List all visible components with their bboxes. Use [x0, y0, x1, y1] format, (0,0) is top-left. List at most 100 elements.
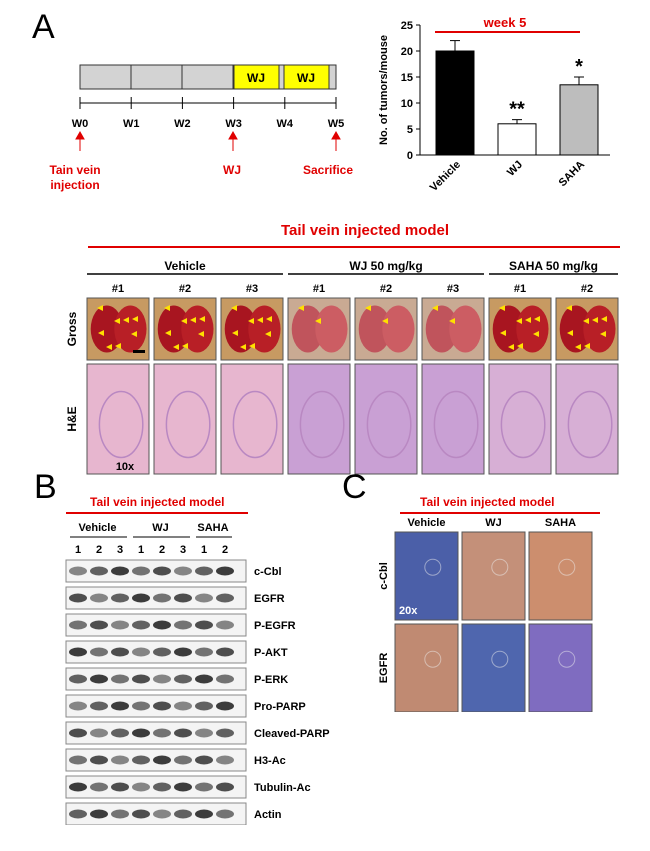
- sample-label: #3: [447, 283, 459, 295]
- y-tick-label: 5: [407, 124, 413, 136]
- lung-lobe: [516, 305, 549, 353]
- western-title: Tail vein injected model: [90, 495, 225, 509]
- tumor-count-bar-chart: week 5 0 5 10 15 20 25 No. of tumors/mouse Vehic…: [378, 15, 610, 194]
- tumor-arrow-icon: [583, 318, 589, 324]
- tissue-structure: [491, 650, 509, 668]
- x-tick-label: SAHA: [557, 159, 588, 190]
- week-label: W1: [123, 118, 140, 130]
- tissue-structure: [299, 390, 345, 459]
- sacrifice-arrow: [331, 130, 341, 151]
- x-tick-label: WJ: [505, 159, 525, 179]
- blot-band: [132, 701, 150, 711]
- tumor-arrow-icon: [165, 330, 171, 336]
- tumor-arrow-icon: [600, 331, 606, 337]
- chart-title: week 5: [483, 15, 527, 30]
- he-stain-image: [421, 363, 485, 475]
- ihc-stain-image: [528, 623, 593, 712]
- blot-band: [195, 809, 213, 819]
- y-tick-label: 15: [401, 72, 413, 84]
- tumor-arrow-icon: [298, 305, 304, 311]
- protein-label: Pro-PARP: [254, 701, 306, 713]
- bar: [559, 84, 599, 156]
- y-tick-label: 20: [401, 46, 413, 58]
- tumor-arrow-icon: [266, 316, 272, 322]
- blot-band: [216, 809, 234, 819]
- blot-band: [153, 728, 171, 738]
- event-wj-label: WJ: [223, 163, 241, 177]
- y-axis-label: No. of tumors/mouse: [378, 35, 390, 145]
- ihc-image-grid: Vehicle WJ SAHA c-Cbl EGFR 20x: [378, 517, 593, 712]
- ihc-stain-image: [394, 531, 459, 621]
- blot-band: [216, 701, 234, 711]
- ihc-row-label: c-Cbl: [378, 562, 390, 590]
- ihc-stain-image: [461, 623, 526, 712]
- blot-band: [111, 755, 129, 765]
- blot-band: [111, 782, 129, 792]
- tissue-structure: [500, 390, 546, 459]
- he-stain-image: [354, 363, 418, 475]
- blot-band: [69, 701, 87, 711]
- model-title: Tail vein injected model: [280, 222, 450, 239]
- blot-band: [195, 728, 213, 738]
- ihc-title: Tail vein injected model: [420, 495, 555, 509]
- ihc-stain-image: [528, 531, 593, 621]
- blot-band: [69, 782, 87, 792]
- blot-band: [195, 782, 213, 792]
- tissue-structure: [567, 390, 613, 459]
- scale-bar: [133, 350, 145, 353]
- lane-number: 1: [75, 544, 81, 556]
- treatment-block-label: WJ: [297, 71, 315, 85]
- blot-band: [111, 620, 129, 630]
- lung-lobe: [425, 305, 458, 353]
- bar: [435, 50, 475, 156]
- tumor-arrow-icon: [567, 330, 573, 336]
- lane-number: 3: [180, 544, 186, 556]
- tumor-arrow-icon: [432, 305, 438, 311]
- lung-lobe: [248, 305, 281, 353]
- blot-band: [174, 782, 192, 792]
- blot-band: [216, 620, 234, 630]
- lung-lobe: [492, 305, 525, 353]
- lane-number: 1: [138, 544, 144, 556]
- blot-band: [216, 566, 234, 576]
- group-label: SAHA 50 mg/kg: [509, 259, 598, 273]
- blot-band: [195, 674, 213, 684]
- ihc-stain-image: [394, 623, 459, 712]
- blot-band: [174, 593, 192, 603]
- blot-band: [216, 593, 234, 603]
- lane-number: 3: [117, 544, 123, 556]
- injection-arrow: [75, 130, 85, 151]
- blot-band: [132, 593, 150, 603]
- blot-band: [153, 647, 171, 657]
- tumor-arrow-icon: [517, 343, 523, 349]
- tumor-arrow-icon: [249, 343, 255, 349]
- lung-lobe: [90, 305, 123, 353]
- blot-band: [132, 647, 150, 657]
- tumor-arrow-icon: [173, 344, 179, 350]
- blot-band: [153, 566, 171, 576]
- he-stain-image: [153, 363, 217, 475]
- blot-band: [90, 809, 108, 819]
- blot-band: [174, 674, 192, 684]
- blot-band: [174, 728, 192, 738]
- lung-lobe: [583, 305, 616, 353]
- blot-band: [132, 620, 150, 630]
- blot-band: [111, 728, 129, 738]
- event-sacrifice-label: Sacrifice: [303, 163, 354, 177]
- treatment-block-label: WJ: [247, 71, 265, 85]
- tumor-arrow-icon: [106, 344, 112, 350]
- blot-band: [90, 647, 108, 657]
- ihc-title-underline: [400, 512, 600, 514]
- tissue-structure: [232, 390, 278, 459]
- lane-number: 2: [222, 544, 228, 556]
- group-label: Vehicle: [164, 259, 206, 273]
- y-tick-label: 25: [401, 20, 413, 32]
- blot-band: [195, 593, 213, 603]
- blot-band: [174, 755, 192, 765]
- western-group-label: Vehicle: [79, 522, 117, 534]
- tumor-arrow-icon: [240, 344, 246, 350]
- tissue-image-grid: Vehicle #1 #2 #3 WJ 50 mg/kg #1 #2 #3 SAHA 50 mg…: [65, 259, 619, 475]
- ihc-column-label: SAHA: [545, 517, 576, 529]
- wj-treatment-block: [233, 64, 280, 90]
- lane-number: 2: [96, 544, 102, 556]
